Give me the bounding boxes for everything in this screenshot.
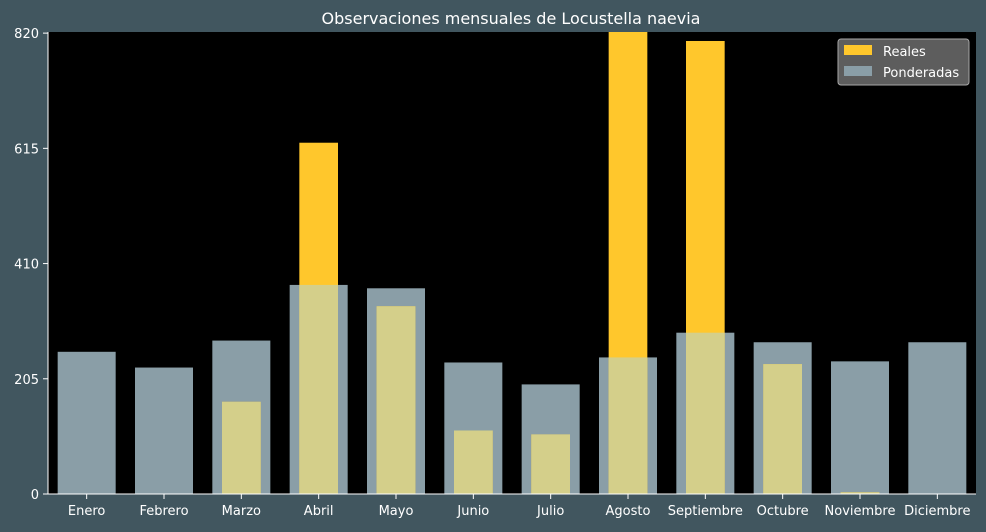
x-tick-label: Mayo (379, 504, 414, 519)
y-tick-label: 615 (14, 142, 39, 157)
y-tick-label: 410 (14, 258, 39, 273)
x-tick-label: Enero (68, 504, 106, 519)
y-tick-label: 0 (31, 488, 39, 503)
plot-area (48, 32, 976, 494)
chart-title: Observaciones mensuales de Locustella na… (322, 9, 701, 28)
x-tick-label: Abril (304, 504, 334, 519)
legend-swatch-reales (844, 45, 872, 55)
bar-overlap-agosto (608, 357, 648, 494)
x-tick-label: Agosto (606, 504, 651, 519)
overlap-bars (222, 284, 880, 494)
bar-ponderadas-diciembre (908, 342, 967, 494)
bar-overlap-abril (299, 284, 338, 494)
bar-ponderadas-noviembre (831, 361, 889, 494)
x-tick-label: Febrero (139, 504, 188, 519)
bar-overlap-octubre (763, 364, 802, 494)
bar-ponderadas-enero (57, 351, 116, 494)
bar-ponderadas-febrero (135, 367, 193, 494)
y-tick-label: 820 (14, 27, 39, 42)
bar-overlap-septiembre (686, 332, 725, 494)
x-tick-label: Marzo (222, 504, 261, 519)
y-tick-label: 205 (14, 373, 39, 388)
legend-label-ponderadas: Ponderadas (883, 66, 959, 81)
x-tick-label: Junio (456, 504, 489, 519)
bar-overlap-marzo (222, 401, 261, 494)
x-tick-label: Julio (536, 504, 564, 519)
bar-overlap-junio (454, 430, 493, 494)
legend: Reales Ponderadas (837, 38, 970, 86)
legend-label-reales: Reales (883, 45, 926, 60)
axes: 0 205 410 615 820 Enero Febrero Marzo Abril Mayo J… (14, 27, 976, 519)
x-tick-label: Octubre (757, 504, 809, 519)
bar-overlap-noviembre (840, 492, 880, 494)
bar-overlap-mayo (376, 306, 416, 494)
x-tick-label: Noviembre (825, 504, 896, 519)
bar-overlap-julio (531, 434, 570, 494)
x-tick-label: Septiembre (668, 504, 743, 519)
legend-swatch-ponderadas (844, 66, 872, 76)
x-tick-label: Diciembre (904, 504, 970, 519)
